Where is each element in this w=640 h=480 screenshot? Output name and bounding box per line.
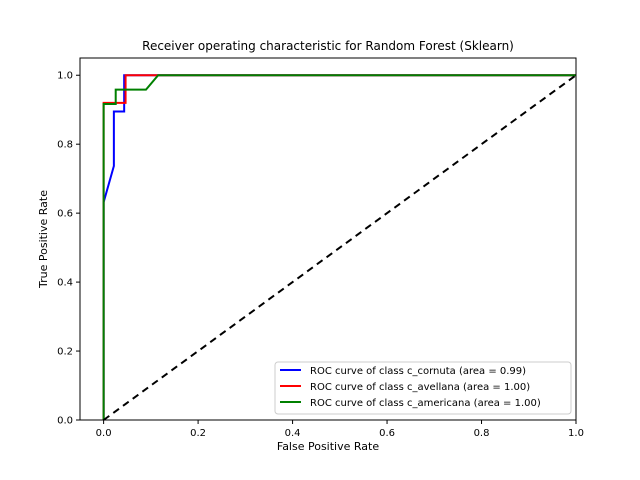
- legend-label-1: ROC curve of class c_cornuta (area = 0.9…: [310, 366, 526, 377]
- series-layer: [102, 74, 577, 421]
- x-axis-title: False Positive Rate: [277, 440, 379, 453]
- y-tick-label: 0.0: [57, 416, 73, 427]
- legend-label-2: ROC curve of class c_avellana (area = 1.…: [310, 382, 530, 393]
- x-tick-label: 0.8: [474, 428, 490, 439]
- x-tick-label: 0.4: [285, 428, 301, 439]
- series-line-3: [102, 74, 576, 420]
- legend: ROC curve of class c_cornuta (area = 0.9…: [274, 361, 572, 415]
- reference-diagonal-line: [103, 74, 577, 421]
- y-axis-title: True Positive Rate: [37, 190, 50, 289]
- y-tick-label: 0.2: [57, 347, 73, 358]
- chart-title: Receiver operating characteristic for Ra…: [142, 39, 514, 53]
- legend-box: [274, 361, 572, 415]
- x-tick-label: 0.0: [96, 428, 112, 439]
- plot-area: [80, 58, 576, 420]
- legend-items: ROC curve of class c_cornuta (area = 0.9…: [280, 366, 541, 409]
- legend-label-3: ROC curve of class c_americana (area = 1…: [310, 398, 541, 409]
- x-tick-label: 0.6: [379, 428, 395, 439]
- x-tick-label: 0.2: [190, 428, 206, 439]
- x-tick-label: 1.0: [568, 428, 584, 439]
- y-tick-label: 0.8: [57, 140, 73, 151]
- y-tick-label: 1.0: [57, 71, 73, 82]
- axis-layer: 0.0 0.2 0.4 0.6 0.8 1.0 0.0 0.2 0.4 0.6 0.8 1.0: [57, 71, 584, 439]
- y-tick-label: 0.6: [57, 209, 73, 220]
- y-tick-label: 0.4: [57, 278, 73, 289]
- plot-frame: [79, 57, 577, 421]
